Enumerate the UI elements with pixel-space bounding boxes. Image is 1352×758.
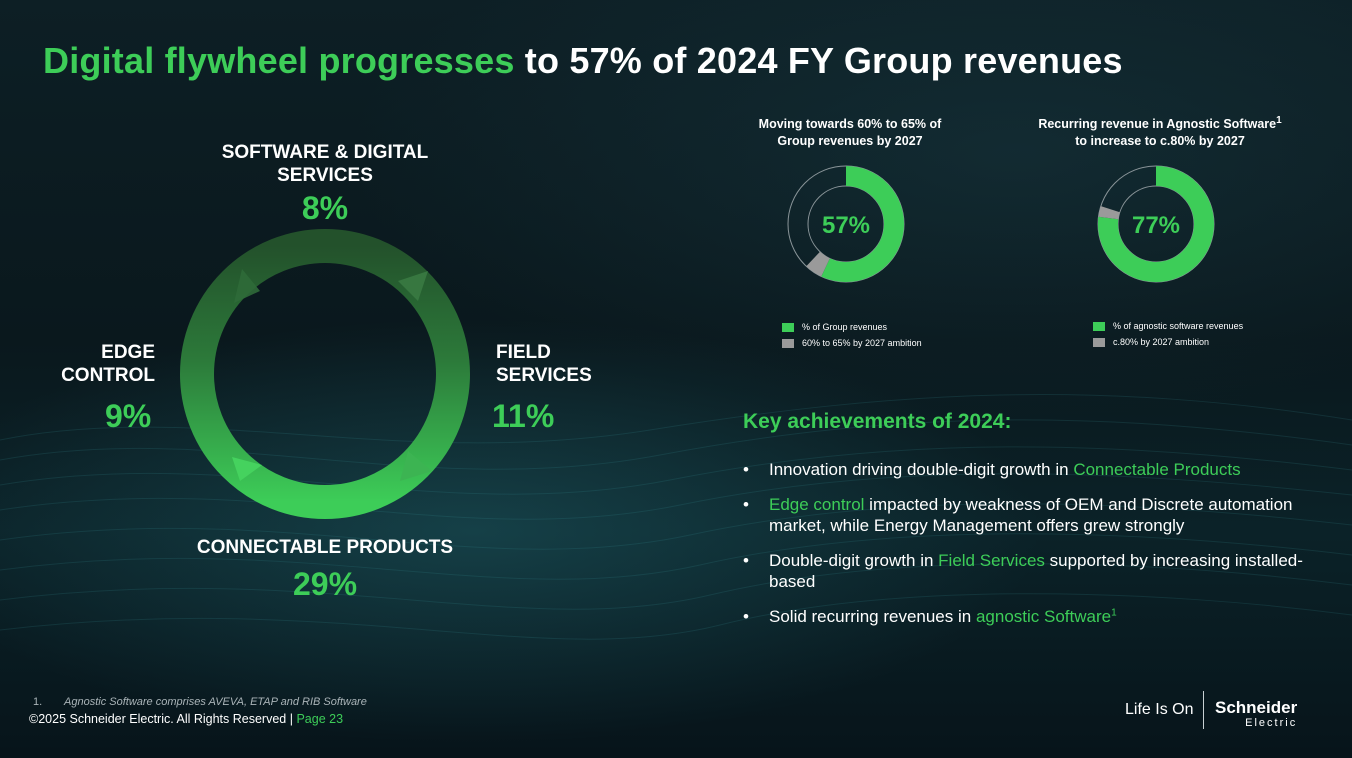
chart2-legend-swatch-green (1093, 321, 1105, 331)
bullet-dot: • (743, 495, 749, 514)
segment-pct-field-services: 11% (492, 398, 555, 434)
segment-label-connectable: CONNECTABLE PRODUCTS (175, 536, 475, 559)
schneider-logo: Schneider Electric (1215, 699, 1297, 732)
list-item: • Edge control impacted by weakness of O… (743, 494, 1303, 536)
list-item: • Innovation driving double-digit growth… (743, 459, 1303, 480)
chart2-title-sup: 1 (1276, 114, 1282, 126)
chart2-legend-label-ambition: c.80% by 2027 ambition (1113, 337, 1210, 347)
chart1-slice-0 (821, 166, 904, 282)
segment-label-connectable-line1: CONNECTABLE PRODUCTS (196, 537, 454, 558)
bullet4-sup: 1 (1111, 607, 1117, 619)
bullet-dot: • (743, 607, 749, 626)
segment-label-field-line2: SERVICES (496, 365, 592, 386)
schneider-logo-name: Schneider (1215, 698, 1298, 717)
chart1-legend-swatch-green (782, 322, 794, 332)
chart1-legend-item-actual: % of Group revenues (782, 319, 922, 335)
chart1-center-label: 57% (822, 212, 870, 239)
flywheel-ring-band (180, 229, 470, 519)
copyright-text: ©2025 Schneider Electric. All Rights Res… (29, 712, 297, 726)
chart1-legend-label-actual: % of Group revenues (802, 322, 888, 332)
chart2-slice-0 (1098, 166, 1214, 282)
segment-label-field-line1: FIELD (496, 342, 551, 363)
chart2-title-line1-text: Recurring revenue in Agnostic Software (1038, 117, 1277, 131)
footnote-number: 1. (33, 696, 43, 708)
footnote: 1. Agnostic Software comprises AVEVA, ETA… (33, 696, 367, 708)
segment-label-edge-line2: CONTROL (61, 365, 155, 386)
schneider-logo-sub: Electric (1245, 717, 1298, 729)
chart1-title-line1: Moving towards 60% to 65% of (758, 117, 942, 131)
page-title-rest: to 57% of 2024 FY Group revenues (524, 40, 1123, 81)
flywheel-arrow-top-right (398, 271, 428, 301)
chart2-legend: % of agnostic software revenues c.80% by… (1093, 318, 1243, 350)
bullet-dot: • (743, 460, 749, 479)
page-title: Digital flywheel progresses to 57% of 20… (43, 40, 1123, 82)
chart1-title: Moving towards 60% to 65% of Group reven… (730, 116, 970, 150)
life-is-on-tagline: Life Is On (1125, 701, 1194, 718)
chart1-slice-1 (806, 251, 831, 277)
segment-pct-connectable: 29% (292, 566, 358, 602)
chart2-legend-label-actual: % of agnostic software revenues (1113, 321, 1244, 331)
segment-label-software-line2: SERVICES (277, 165, 373, 186)
chart2-title-line2: to increase to c.80% by 2027 (1075, 134, 1245, 148)
chart2-legend-item-actual: % of agnostic software revenues (1093, 318, 1243, 334)
bullet2-text: impacted by weakness of OEM and Discrete… (769, 495, 1293, 535)
chart1-title-line2: Group revenues by 2027 (777, 134, 923, 148)
bullet4-highlight: agnostic Software (975, 607, 1112, 626)
chart1-legend-label-ambition: 60% to 65% by 2027 ambition (802, 338, 922, 348)
bullet4-text: Solid recurring revenues in (769, 607, 976, 626)
page-number: Page 23 (296, 712, 344, 726)
bullet-dot: • (743, 551, 749, 570)
brand-divider (1203, 691, 1204, 729)
segment-label-field-services: FIELD SERVICES (496, 341, 592, 387)
chart1-legend: % of Group revenues 60% to 65% by 2027 a… (782, 319, 922, 351)
flywheel-ring (180, 229, 470, 519)
footnote-text: Agnostic Software comprises AVEVA, ETAP … (64, 696, 367, 708)
bullet3-highlight: Field Services (938, 551, 1045, 570)
chart1-legend-swatch-grey (782, 338, 794, 348)
chart2-legend-item-ambition: c.80% by 2027 ambition (1093, 334, 1243, 350)
flywheel-arrow-bottom-left (232, 457, 262, 481)
chart2-donut: 77% (1097, 165, 1215, 283)
chart1-donut: 57% (787, 165, 905, 283)
list-item: • Double-digit growth in Field Services … (743, 550, 1303, 592)
segment-label-software-line1: SOFTWARE & DIGITAL (221, 142, 429, 163)
chart2-slice-1 (1098, 206, 1120, 220)
chart2-center-label: 77% (1132, 212, 1180, 239)
page-title-highlight: Digital flywheel progresses (43, 40, 515, 81)
chart2-title: Recurring revenue in Agnostic Software1 … (1010, 114, 1310, 150)
chart1-legend-item-ambition: 60% to 65% by 2027 ambition (782, 335, 922, 351)
segment-pct-software: 8% (301, 190, 349, 226)
chart2-title-line1: Recurring revenue in Agnostic Software1 (1010, 114, 1310, 133)
segment-label-software: SOFTWARE & DIGITAL SERVICES (205, 141, 445, 187)
bullet2-highlight: Edge control (769, 495, 865, 514)
segment-pct-edge-control: 9% (105, 398, 152, 434)
bullet1-highlight: Connectable Products (1073, 460, 1241, 479)
chart2-legend-swatch-grey (1093, 337, 1105, 347)
flywheel-arrow-bottom-right (400, 451, 432, 481)
segment-label-edge-control: EDGE CONTROL (58, 341, 155, 387)
key-achievements-title: Key achievements of 2024: (743, 410, 1012, 433)
copyright: ©2025 Schneider Electric. All Rights Res… (29, 712, 343, 726)
flywheel-arrow-top-left (234, 269, 260, 303)
segment-label-edge-line1: EDGE (101, 342, 155, 363)
bullet3-text-post: supported by increasing installed-based (769, 551, 1303, 591)
list-item: • Solid recurring revenues in agnostic S… (743, 606, 1303, 627)
key-achievements-list: • Innovation driving double-digit growth… (743, 459, 1303, 641)
bullet3-text: Double-digit growth in (769, 551, 939, 570)
bullet1-text: Innovation driving double-digit growth i… (769, 460, 1074, 479)
